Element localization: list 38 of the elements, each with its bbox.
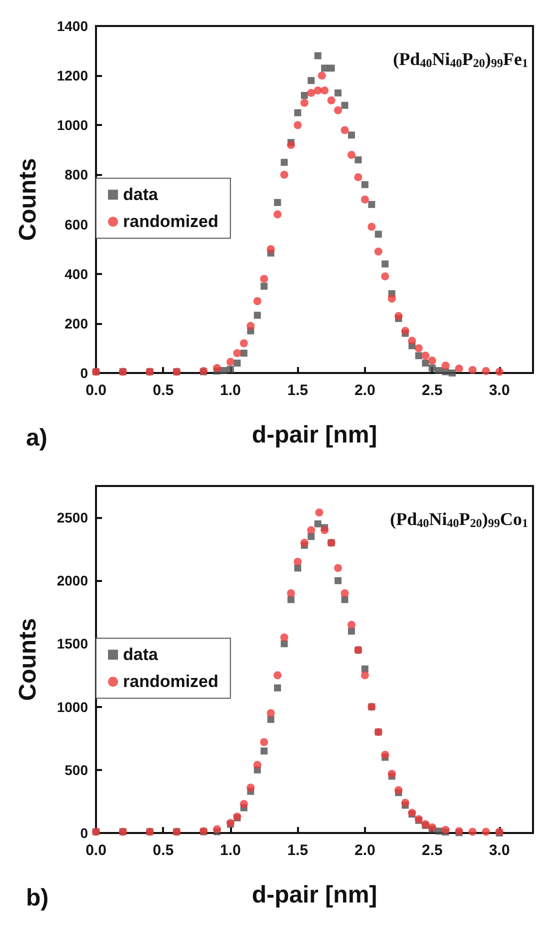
x-tick-label: 0.0 (86, 842, 106, 859)
y-tick-label: 1200 (56, 68, 88, 84)
x-tick-label: 3.0 (488, 842, 510, 859)
legend-label: randomized (123, 672, 218, 692)
x-axis-title: d-pair [nm] (252, 422, 378, 448)
y-tick-label: 1000 (56, 117, 88, 134)
x-tick-label: 1.5 (287, 382, 308, 399)
y-tick-label: 1500 (56, 636, 88, 652)
y-tick-label: 1000 (56, 698, 88, 715)
y-tick-label: 2000 (56, 572, 88, 589)
y-tick-label: 600 (64, 216, 88, 232)
x-tick-label: 2.0 (354, 382, 376, 399)
x-tick-label: 1.0 (220, 382, 241, 399)
y-tick-label: 400 (64, 266, 88, 282)
legend-label: data (123, 185, 158, 204)
y-axis-title: Counts (14, 158, 42, 241)
y-tick-label: 800 (64, 166, 88, 183)
x-tick-label: 1.5 (287, 842, 308, 859)
x-tick-label: 3.0 (488, 382, 510, 399)
y-tick-label: 1400 (56, 18, 88, 34)
x-tick-label: 2.5 (422, 382, 443, 399)
x-tick-label: 1.0 (220, 842, 241, 859)
y-tick-label: 0 (80, 825, 88, 841)
x-tick-label: 2.5 (422, 842, 443, 859)
x-axis-title: d-pair [nm] (252, 882, 378, 908)
legend-label: randomized (123, 212, 218, 232)
x-tick-label: 0.0 (86, 382, 106, 399)
y-tick-label: 500 (64, 762, 88, 778)
y-tick-label: 2500 (56, 510, 88, 526)
x-tick-label: 2.0 (354, 842, 376, 859)
x-tick-label: 0.5 (152, 842, 174, 859)
x-tick-label: 0.5 (152, 382, 174, 399)
y-axis-title: Counts (14, 618, 42, 701)
text: a) (26, 424, 48, 452)
y-tick-label: 0 (80, 365, 88, 381)
legend-label: data (123, 645, 158, 664)
y-tick-label: 200 (64, 315, 88, 332)
text: b) (26, 884, 49, 912)
